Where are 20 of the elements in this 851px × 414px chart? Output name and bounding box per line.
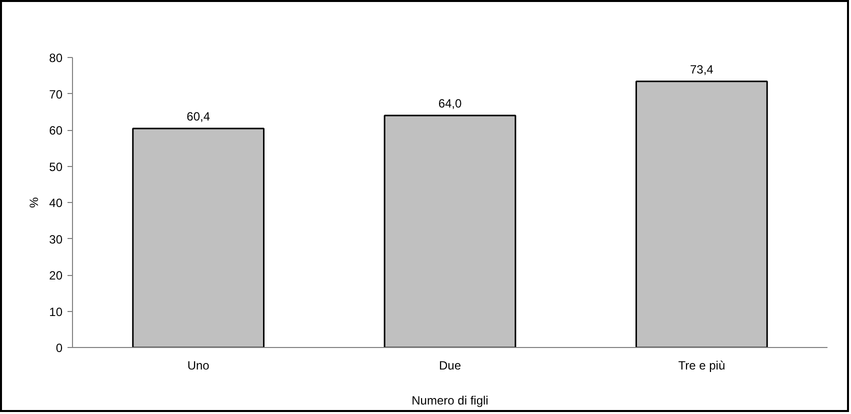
y-tick-label: 60 <box>49 124 63 138</box>
data-label: 60,4 <box>186 110 210 124</box>
data-label: 73,4 <box>690 62 714 76</box>
y-tick-label: 50 <box>49 160 63 174</box>
y-tick-label: 80 <box>49 51 63 65</box>
y-tick-label: 40 <box>49 196 63 210</box>
y-tick-label: 30 <box>49 232 63 246</box>
x-axis-title: Numero di figli <box>412 394 488 408</box>
data-label: 64,0 <box>438 96 462 110</box>
y-tick-label: 0 <box>56 341 63 355</box>
y-tick-label: 10 <box>49 304 63 319</box>
bar <box>384 114 516 348</box>
bar <box>635 80 768 348</box>
y-tick-label: 70 <box>49 87 63 102</box>
x-tick-label: Uno <box>187 358 210 372</box>
bar <box>132 128 265 348</box>
y-tick-label: 20 <box>49 268 63 282</box>
x-tick-label: Tre e più <box>678 358 726 372</box>
x-tick-label: Due <box>438 358 462 372</box>
y-axis-title: % <box>27 196 42 208</box>
